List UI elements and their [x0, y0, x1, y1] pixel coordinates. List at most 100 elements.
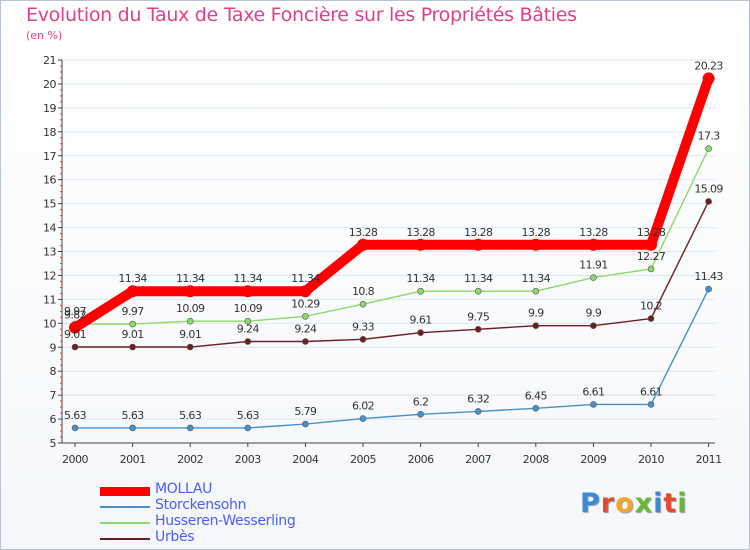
y-tick-label: 9	[50, 341, 57, 354]
data-point	[359, 336, 367, 343]
data-point	[302, 338, 309, 345]
y-tick-label: 6	[50, 413, 57, 426]
data-point	[359, 415, 367, 422]
data-point	[417, 410, 424, 418]
data-point	[474, 287, 482, 295]
data-point	[186, 424, 194, 432]
data-label: 13.28	[522, 226, 551, 239]
y-tick-label: 19	[43, 102, 56, 115]
data-point	[702, 72, 715, 85]
data-label: 11.34	[176, 272, 205, 285]
y-tick-label: 7	[50, 389, 57, 402]
data-label: 9.9	[586, 307, 602, 320]
data-label: 5.63	[64, 409, 87, 422]
data-label: 9.97	[64, 305, 87, 318]
x-tick-label: 2001	[120, 453, 146, 466]
y-tick-label: 20	[43, 78, 56, 91]
data-label: 11.34	[234, 272, 263, 285]
data-label: 11.34	[291, 272, 320, 285]
data-label: 17.3	[698, 130, 721, 143]
data-label: 11.91	[579, 259, 608, 272]
y-tick-label: 5	[50, 437, 57, 450]
data-point	[244, 424, 252, 432]
logo-letter: o	[615, 488, 635, 519]
x-tick-label: 2000	[62, 453, 88, 466]
x-tick-label: 2007	[465, 453, 491, 466]
data-label: 5.63	[237, 409, 260, 422]
data-label: 10.8	[352, 285, 375, 298]
data-label: 11.34	[464, 272, 493, 285]
data-point	[414, 238, 427, 251]
data-label: 9.75	[467, 310, 490, 323]
logo-letter: i	[677, 488, 688, 519]
data-label: 12.27	[637, 250, 666, 263]
data-point	[417, 329, 424, 336]
data-point	[417, 287, 424, 295]
logo-letter: t	[663, 488, 678, 519]
data-label: 10.29	[291, 297, 320, 310]
data-label: 6.32	[467, 392, 489, 405]
series-line-storckensohn	[74, 288, 710, 429]
data-point	[529, 238, 542, 251]
legend-swatch	[100, 522, 150, 524]
data-point	[705, 285, 712, 293]
data-point	[532, 404, 540, 412]
data-point	[532, 322, 540, 330]
data-label: 9.01	[179, 328, 201, 341]
x-tick-label: 2011	[696, 453, 722, 466]
data-point	[186, 317, 194, 325]
logo-letter: P	[580, 488, 601, 519]
data-label: 13.28	[406, 226, 435, 239]
data-label: 9.33	[352, 320, 375, 333]
data-label: 9.24	[237, 323, 260, 336]
data-point	[71, 343, 79, 351]
data-point	[705, 145, 712, 152]
y-tick-label: 13	[43, 246, 56, 259]
x-tick-label: 2008	[523, 453, 549, 466]
legend-label: MOLLAU	[155, 481, 213, 497]
x-tick-label: 2010	[638, 453, 664, 466]
data-point	[186, 343, 194, 351]
data-point	[472, 238, 485, 251]
data-label: 10.09	[234, 302, 263, 315]
y-tick-label: 18	[43, 126, 56, 139]
data-point	[129, 343, 136, 351]
y-tick-label: 16	[43, 174, 56, 187]
data-label: 11.34	[118, 272, 147, 285]
data-point	[647, 315, 655, 322]
data-point	[590, 322, 597, 330]
logo-letter: r	[600, 488, 616, 519]
x-tick-label: 2009	[580, 453, 606, 466]
data-point	[587, 238, 600, 251]
data-label: 10.09	[176, 302, 205, 315]
data-label: 13.28	[464, 226, 493, 239]
data-label: 13.28	[349, 226, 378, 239]
data-point	[705, 198, 712, 205]
y-tick-label: 21	[43, 54, 56, 67]
data-label: 9.01	[64, 328, 86, 341]
data-label: 9.24	[294, 323, 317, 336]
data-point	[647, 265, 655, 273]
x-tick-label: 2006	[408, 453, 434, 466]
data-point	[302, 420, 309, 428]
unit-label: (en %)	[26, 29, 63, 42]
proxiti-logo: Proxiti	[580, 488, 688, 519]
y-tick-label: 14	[43, 222, 56, 235]
data-label: 13.28	[579, 226, 608, 239]
data-label: 11.34	[522, 272, 551, 285]
x-tick-label: 2004	[292, 453, 318, 466]
data-point	[184, 285, 197, 298]
data-point	[302, 313, 309, 320]
series-line-husseren-wesserling	[74, 147, 710, 325]
data-point	[532, 287, 540, 295]
data-label: 9.9	[528, 307, 544, 320]
y-tick-label: 17	[43, 150, 56, 163]
data-label: 20.23	[694, 59, 723, 72]
data-point	[359, 300, 367, 308]
data-label: 6.61	[582, 385, 604, 398]
data-point	[647, 401, 655, 408]
data-point	[129, 424, 136, 432]
data-label: 6.2	[413, 395, 429, 408]
data-label: 11.43	[694, 270, 723, 283]
